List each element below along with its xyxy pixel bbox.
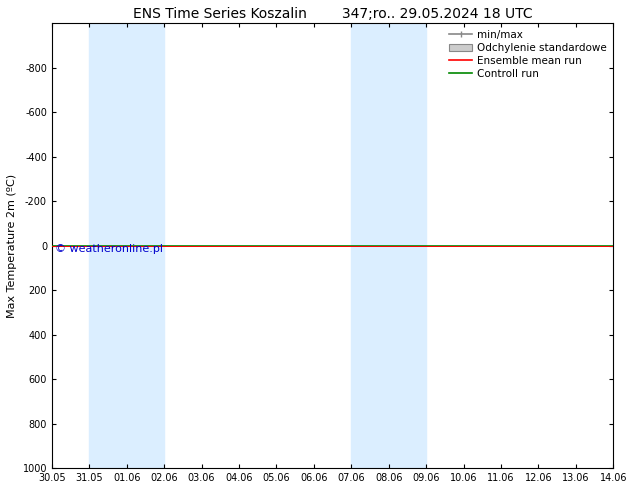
Title: ENS Time Series Koszalin        347;ro.. 29.05.2024 18 UTC: ENS Time Series Koszalin 347;ro.. 29.05.… bbox=[133, 7, 533, 21]
Text: © weatheronline.pl: © weatheronline.pl bbox=[55, 244, 163, 254]
Y-axis label: Max Temperature 2m (ºC): Max Temperature 2m (ºC) bbox=[7, 174, 17, 318]
Legend: min/max, Odchylenie standardowe, Ensemble mean run, Controll run: min/max, Odchylenie standardowe, Ensembl… bbox=[445, 25, 611, 83]
Bar bbox=[351, 24, 426, 468]
Bar bbox=[89, 24, 164, 468]
